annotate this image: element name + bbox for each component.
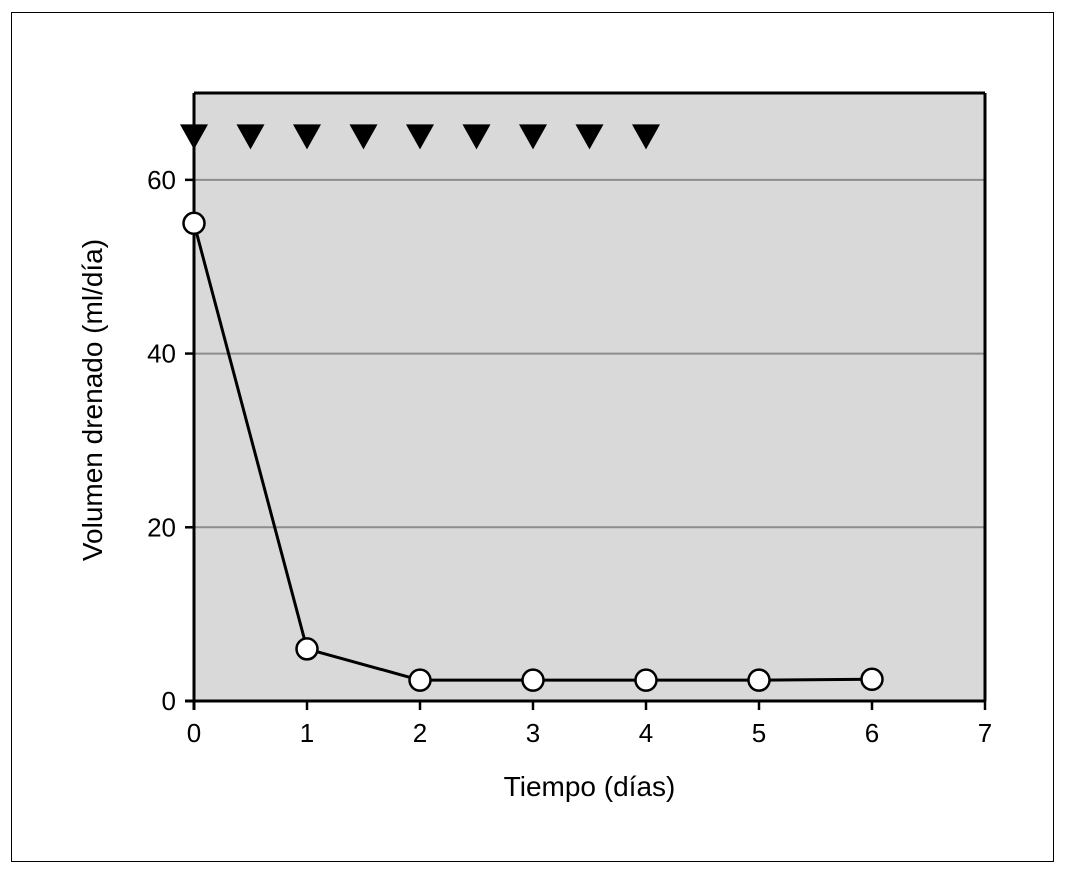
y-tick-label: 0 bbox=[162, 686, 176, 716]
x-tick-label: 2 bbox=[413, 718, 427, 748]
series bbox=[182, 211, 884, 692]
data-point bbox=[634, 668, 658, 692]
triangle-marker bbox=[462, 124, 491, 150]
data-point bbox=[860, 667, 884, 692]
y-axis-title: Volumen drenado (ml/día) bbox=[77, 239, 108, 561]
triangle-marker bbox=[236, 124, 265, 150]
x-tick-label: 6 bbox=[865, 718, 879, 748]
triangle-marker bbox=[519, 124, 547, 150]
data-point bbox=[747, 668, 771, 692]
x-tick-label: 7 bbox=[978, 718, 992, 748]
x-tick-label: 5 bbox=[752, 718, 766, 748]
triangle-marker bbox=[406, 124, 434, 150]
x-tick-label: 3 bbox=[526, 718, 540, 748]
y-tick-label: 40 bbox=[147, 339, 176, 369]
triangle-marker bbox=[180, 124, 208, 150]
triangle-marker bbox=[293, 124, 321, 150]
x-tick-label: 1 bbox=[300, 718, 314, 748]
grid-lines bbox=[194, 178, 985, 529]
x-tick-label: 4 bbox=[639, 718, 653, 748]
triangle-marker bbox=[349, 124, 378, 150]
triangle-markers bbox=[180, 124, 660, 150]
x-tick-label: 0 bbox=[187, 718, 201, 748]
data-point bbox=[295, 637, 319, 661]
data-point bbox=[182, 211, 206, 236]
axes: 0 1 2 3 4 5 6 7 0 20 40 60 bbox=[147, 91, 992, 748]
plot-area bbox=[194, 93, 985, 701]
triangle-marker bbox=[632, 124, 660, 150]
data-point bbox=[521, 668, 545, 692]
data-point bbox=[408, 668, 432, 692]
triangle-marker bbox=[575, 124, 604, 150]
y-tick-label: 20 bbox=[147, 512, 176, 542]
x-axis-title: Tiempo (días) bbox=[504, 771, 676, 802]
y-tick-label: 60 bbox=[147, 165, 176, 195]
